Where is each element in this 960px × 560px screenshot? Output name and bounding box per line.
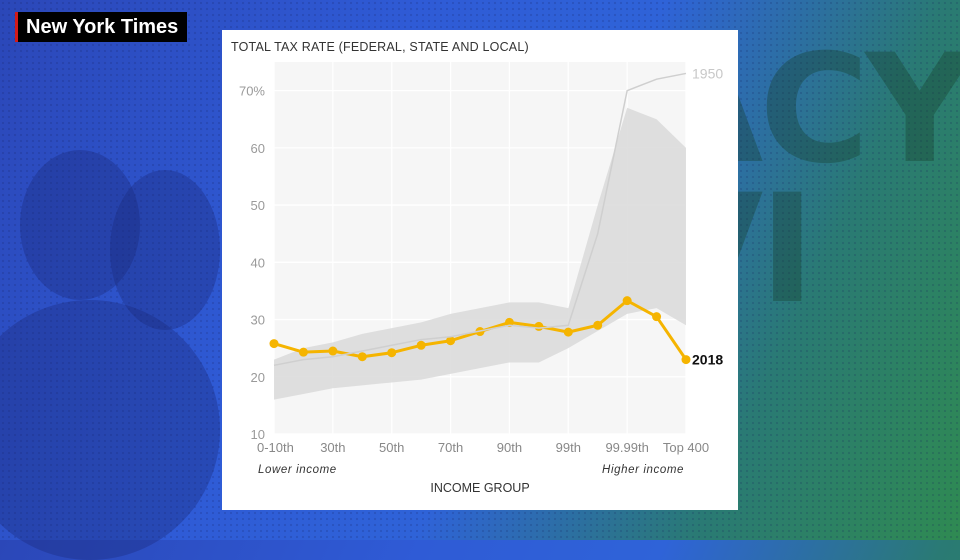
data-point-2018 <box>652 312 662 322</box>
chart-title: TOTAL TAX RATE (FEDERAL, STATE AND LOCAL… <box>231 40 529 54</box>
x-tick-label: 0-10th <box>257 440 294 455</box>
chart-panel: TOTAL TAX RATE (FEDERAL, STATE AND LOCAL… <box>222 30 738 510</box>
data-point-2018 <box>563 327 573 337</box>
background-silhouette <box>110 170 220 330</box>
data-point-2018 <box>328 346 338 356</box>
y-tick-label: 60 <box>251 141 265 156</box>
data-point-2018 <box>387 348 397 358</box>
x-tick-label: 30th <box>320 440 345 455</box>
y-tick-label: 30 <box>251 313 265 328</box>
x-axis-label: INCOME GROUP <box>430 481 529 495</box>
y-tick-label: 20 <box>251 370 265 385</box>
y-tick-label: 50 <box>251 198 265 213</box>
historical-range-band <box>274 107 686 400</box>
data-point-2018 <box>681 355 691 365</box>
y-tick-label: 40 <box>251 255 265 270</box>
data-point-2018 <box>357 352 367 362</box>
background-silhouette <box>0 300 220 560</box>
x-tick-label: 50th <box>379 440 404 455</box>
data-point-2018 <box>593 320 603 330</box>
data-point-2018 <box>269 339 279 349</box>
tax-rate-chart: 2018 1950 10 20 30 40 50 60 70% 0-10th 30th 50th 70t… <box>239 62 723 495</box>
y-tick-label: 70% <box>239 84 265 99</box>
series-line-1950 <box>273 72 687 367</box>
x-tick-label: 70th <box>438 440 463 455</box>
y-tick-label: 10 <box>251 427 265 442</box>
x-tick-label: Top 400 <box>663 440 709 455</box>
background-silhouette <box>20 150 140 300</box>
data-point-2018 <box>416 340 426 350</box>
source-badge: New York Times <box>15 12 188 42</box>
data-point-2018 <box>622 296 632 306</box>
series-label-2018: 2018 <box>692 352 723 368</box>
higher-income-note: Higher income <box>602 464 684 476</box>
data-point-2018 <box>298 347 308 357</box>
data-point-2018 <box>446 336 456 346</box>
data-point-2018 <box>534 321 544 331</box>
x-tick-label: 99th <box>556 440 581 455</box>
x-tick-label: 90th <box>497 440 522 455</box>
data-point-2018 <box>504 317 514 327</box>
series-label-1950: 1950 <box>692 65 723 81</box>
lower-income-note: Lower income <box>258 464 337 476</box>
x-tick-label: 99.99th <box>605 440 648 455</box>
